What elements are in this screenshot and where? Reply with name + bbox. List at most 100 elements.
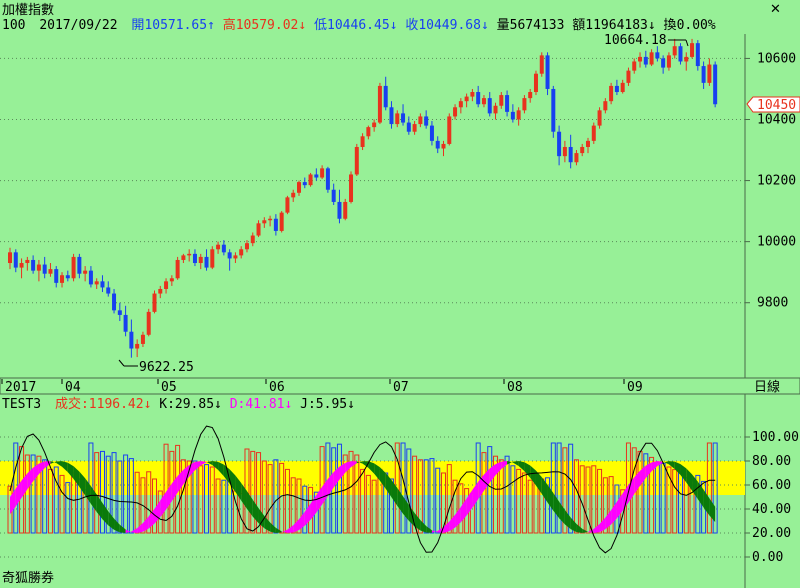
candle bbox=[48, 263, 53, 277]
candle bbox=[383, 76, 388, 111]
volume-bar bbox=[47, 468, 53, 534]
volume-bar bbox=[388, 478, 394, 534]
candle bbox=[557, 125, 562, 166]
kd-ribbon-segment bbox=[356, 461, 363, 464]
kd-ribbon-segment bbox=[241, 482, 247, 509]
kd-ribbon-segment bbox=[304, 503, 311, 526]
time-tick-label: 08 bbox=[507, 380, 523, 395]
candle bbox=[684, 52, 689, 71]
volume-value: 5674133 bbox=[510, 18, 565, 33]
candle bbox=[320, 165, 325, 180]
kd-ribbon-segment bbox=[85, 478, 91, 504]
date-value: 2017/09/22 bbox=[39, 18, 117, 33]
period-selector-button[interactable]: 日線 bbox=[754, 379, 780, 395]
candle bbox=[71, 253, 76, 282]
kd-ribbon-segment bbox=[125, 529, 132, 533]
volume-bar bbox=[412, 455, 418, 534]
close-button[interactable]: ✕ bbox=[766, 0, 788, 17]
kd-ribbon-segment bbox=[582, 528, 588, 533]
candle bbox=[360, 133, 365, 151]
time-tick-label: 09 bbox=[627, 380, 643, 395]
high-arrow: ↓ bbox=[298, 18, 306, 33]
indicator-tick-label: 0.00 bbox=[752, 550, 783, 565]
ohlc-header: 100 2017/09/22 開10571.65↑ 高10579.02↓ 低10… bbox=[2, 17, 716, 33]
kd-ribbon-segment bbox=[668, 461, 675, 469]
volume-bar bbox=[521, 472, 527, 534]
volume-bar bbox=[209, 466, 215, 534]
time-axis-strip bbox=[0, 377, 800, 395]
volume-bar bbox=[365, 474, 371, 534]
time-axis: 2017 04 05 06 07 08 09 bbox=[1, 379, 643, 395]
open-arrow: ↑ bbox=[207, 18, 215, 33]
candle bbox=[233, 252, 238, 264]
volume-bar bbox=[573, 459, 579, 534]
kd-ribbon-segment bbox=[131, 528, 138, 533]
candle bbox=[447, 113, 452, 146]
kd-ribbon-segment bbox=[316, 486, 323, 513]
turnover-label: 換 bbox=[664, 18, 677, 33]
candle bbox=[42, 256, 47, 279]
candle bbox=[152, 290, 157, 314]
kd-ribbon-segment bbox=[229, 469, 236, 493]
j-arrow: ↓ bbox=[347, 397, 355, 412]
volume-bar bbox=[290, 477, 296, 534]
kd-ribbon-segment bbox=[593, 523, 600, 533]
candle bbox=[643, 50, 648, 68]
kd-ribbon-segment bbox=[368, 461, 375, 474]
candle bbox=[591, 122, 596, 144]
kd-ribbon-segment bbox=[322, 478, 328, 505]
close-icon[interactable]: ✕ bbox=[770, 2, 781, 17]
period-value: 100 bbox=[2, 18, 25, 33]
candle bbox=[331, 183, 336, 205]
kd-ribbon-segment bbox=[379, 467, 386, 489]
price-tick-label: 10200 bbox=[757, 174, 796, 189]
candle bbox=[36, 259, 41, 282]
kd-ribbon-segment bbox=[414, 512, 421, 531]
kd-ribbon-segment bbox=[489, 464, 496, 483]
low-label: 低 bbox=[314, 18, 327, 33]
candle bbox=[649, 49, 654, 67]
kd-ribbon-segment bbox=[628, 477, 635, 503]
candle bbox=[401, 104, 406, 126]
candle bbox=[372, 119, 377, 132]
volume-bar bbox=[198, 465, 204, 534]
volume-bar bbox=[146, 471, 152, 534]
kd-ribbon-segment bbox=[177, 469, 184, 493]
candle bbox=[510, 104, 515, 123]
candle bbox=[106, 281, 111, 297]
candle bbox=[285, 195, 290, 215]
volume-bar bbox=[602, 477, 608, 534]
price-axis: 10600 10400 10200 10000 9800 bbox=[745, 51, 796, 311]
candle bbox=[158, 285, 163, 299]
volume-bar bbox=[42, 459, 48, 534]
volume-indicator-arrow: ↓ bbox=[144, 397, 152, 412]
candle bbox=[533, 70, 538, 96]
kd-ribbon-segment bbox=[148, 508, 155, 529]
indicator-name: TEST3 bbox=[2, 397, 41, 412]
candle bbox=[620, 79, 625, 94]
kd-ribbon-segment bbox=[154, 500, 161, 524]
volume-bar bbox=[192, 460, 198, 534]
volume-bar bbox=[545, 477, 551, 534]
candle bbox=[175, 256, 180, 280]
last-price-value: 10450 bbox=[757, 98, 796, 113]
candle bbox=[412, 121, 417, 135]
volume-bar bbox=[354, 454, 360, 534]
candle bbox=[337, 189, 342, 224]
candle bbox=[135, 339, 140, 358]
candle bbox=[221, 240, 226, 256]
volume-bar bbox=[111, 452, 117, 534]
candle bbox=[551, 85, 556, 138]
indicator-tick-label: 60.00 bbox=[752, 478, 791, 493]
candle bbox=[377, 82, 382, 125]
kd-ribbon-segment bbox=[616, 493, 623, 519]
kd-ribbon-segment bbox=[194, 461, 201, 471]
kd-ribbon-segment bbox=[645, 462, 652, 478]
amount-label: 額 bbox=[572, 18, 585, 33]
window-title: 加權指數 bbox=[2, 3, 54, 18]
kd-ribbon-segment bbox=[67, 462, 74, 480]
time-tick-label: 04 bbox=[65, 380, 81, 395]
kd-ribbon-segment bbox=[640, 465, 646, 486]
kd-ribbon-segment bbox=[657, 461, 664, 467]
close-label: 收 bbox=[405, 18, 418, 33]
